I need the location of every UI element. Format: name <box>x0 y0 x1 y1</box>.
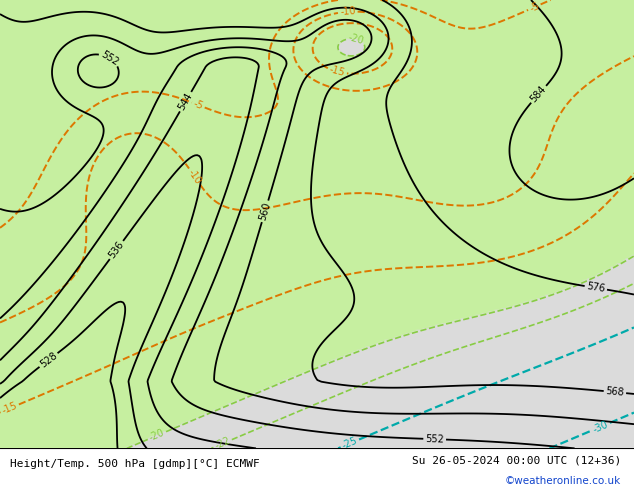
Text: Su 26-05-2024 00:00 UTC (12+36): Su 26-05-2024 00:00 UTC (12+36) <box>412 455 621 465</box>
Text: Height/Temp. 500 hPa [gdmp][°C] ECMWF: Height/Temp. 500 hPa [gdmp][°C] ECMWF <box>10 459 259 469</box>
Text: -25: -25 <box>340 436 359 451</box>
Text: 576: 576 <box>586 281 606 294</box>
Text: 552: 552 <box>425 434 444 444</box>
Text: -15: -15 <box>1 401 19 416</box>
Text: 560: 560 <box>257 201 273 221</box>
Text: 568: 568 <box>605 386 624 398</box>
Text: 584: 584 <box>529 84 548 104</box>
Text: -22: -22 <box>213 436 232 451</box>
Text: -20: -20 <box>148 428 166 443</box>
Text: -5: -5 <box>528 0 541 14</box>
Text: -10: -10 <box>340 6 356 17</box>
Text: 536: 536 <box>107 240 126 260</box>
Text: ©weatheronline.co.uk: ©weatheronline.co.uk <box>505 476 621 486</box>
Text: -30: -30 <box>592 419 610 434</box>
Text: -20: -20 <box>347 32 365 47</box>
Text: 528: 528 <box>38 350 59 369</box>
Text: 544: 544 <box>177 91 195 112</box>
Text: 552: 552 <box>99 49 120 68</box>
Text: -10: -10 <box>186 168 203 186</box>
Text: -5: -5 <box>192 98 205 111</box>
Text: -15: -15 <box>328 65 346 78</box>
